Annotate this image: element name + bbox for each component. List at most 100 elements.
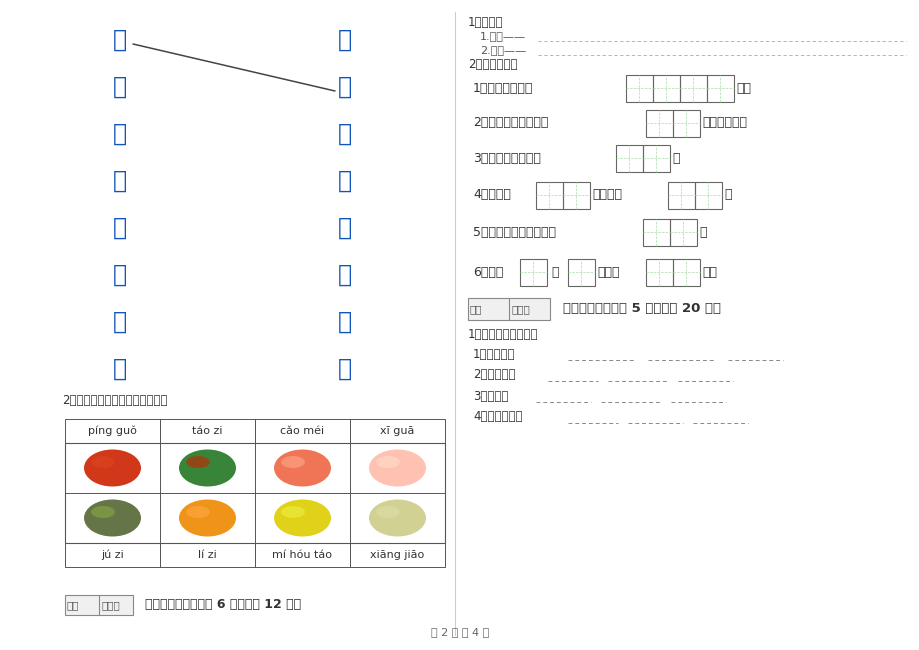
Text: 五、补充句子（每题 6 分，共计 12 分）: 五、补充句子（每题 6 分，共计 12 分） [145,599,301,612]
Bar [645,109,673,136]
Text: 。: 。 [698,226,706,239]
Text: 秋: 秋 [550,265,558,278]
Text: 2、飞来飞去: 2、飞来飞去 [472,369,515,382]
Text: 右: 右 [337,310,352,334]
Ellipse shape [274,450,331,486]
Ellipse shape [376,506,400,518]
Text: 家: 家 [337,75,352,99]
Ellipse shape [91,456,115,468]
Bar [349,543,445,567]
Text: 。: 。 [671,151,679,164]
Ellipse shape [274,499,331,536]
Text: 草: 草 [337,122,352,146]
Bar [673,259,699,285]
Ellipse shape [84,450,141,486]
Text: 水: 水 [113,169,127,193]
Bar [669,218,697,246]
Text: 雨: 雨 [337,357,352,381]
Text: 弟: 弟 [113,216,127,240]
Ellipse shape [186,506,210,518]
Bar [652,75,679,101]
Text: 得分: 得分 [67,600,79,610]
Ellipse shape [369,450,425,486]
Text: 评卷人: 评卷人 [102,600,120,610]
Ellipse shape [281,456,304,468]
Text: lí zi: lí zi [198,550,217,560]
Text: 4、一个又一个: 4、一个又一个 [472,411,522,424]
Text: 1.骄傲——: 1.骄傲—— [480,31,526,41]
Bar [679,75,706,101]
Text: 左: 左 [113,357,127,381]
Bar [642,144,669,172]
Bar [255,543,349,567]
Text: 爸: 爸 [337,28,352,52]
Text: 白: 白 [113,310,127,334]
Bar [65,595,133,615]
Bar [255,419,349,443]
Ellipse shape [84,499,141,536]
Bar [562,181,589,209]
Text: 大: 大 [113,28,127,52]
Text: 3、千里之行，始于: 3、千里之行，始于 [472,151,540,164]
Text: mí hóu táo: mí hóu táo [272,550,332,560]
Text: 1、造句：: 1、造句： [468,16,503,29]
Text: 6、解落: 6、解落 [472,265,503,278]
Bar [625,75,652,101]
Bar [694,181,721,209]
Bar [65,543,160,567]
Text: 2、一年之计在于春，: 2、一年之计在于春， [472,116,548,129]
Text: 1、干干净净: 1、干干净净 [472,348,515,361]
Text: 3、长长的: 3、长长的 [472,389,508,402]
Text: xiāng jiāo: xiāng jiāo [370,550,425,560]
Ellipse shape [369,499,425,536]
Text: 。: 。 [723,188,731,202]
Text: 牛: 牛 [337,216,352,240]
Text: 2、日积月累。: 2、日积月累。 [468,58,517,72]
Text: ，能开: ，能开 [596,265,618,278]
Ellipse shape [179,450,236,486]
Text: 之计在于晨。: 之计在于晨。 [701,116,746,129]
Text: 4、小鸡画: 4、小鸡画 [472,188,510,202]
Text: 爸: 爸 [113,122,127,146]
Bar [673,109,699,136]
Bar [667,181,694,209]
Text: 花: 花 [113,75,127,99]
Text: cǎo méi: cǎo méi [280,426,324,436]
Text: 1、春去花还在，: 1、春去花还在， [472,81,533,94]
Text: 2、我会连一连，给水果找名字。: 2、我会连一连，给水果找名字。 [62,395,167,408]
Ellipse shape [179,499,236,536]
Text: 评卷人: 评卷人 [512,304,530,314]
Text: jú zi: jú zi [101,550,124,560]
Ellipse shape [186,456,210,468]
Text: 2.勤劳——: 2.勤劳—— [480,45,526,55]
Ellipse shape [376,456,400,468]
Bar [706,75,733,101]
Text: ，小马画: ，小马画 [591,188,621,202]
Text: 风: 风 [113,263,127,287]
Bar [645,259,673,285]
Bar [160,419,255,443]
Text: xī guā: xī guā [380,426,414,436]
Bar [468,298,550,320]
Bar [642,218,669,246]
Ellipse shape [281,506,304,518]
Text: píng guǒ: píng guǒ [88,426,137,436]
Text: 弟: 弟 [337,169,352,193]
Text: táo zi: táo zi [192,426,222,436]
Bar [65,443,445,543]
Bar [567,259,595,285]
Text: 花。: 花。 [701,265,716,278]
Text: 1、照样子，写词语。: 1、照样子，写词语。 [468,328,538,341]
Bar [519,259,547,285]
Bar [65,419,160,443]
Bar [536,181,562,209]
Text: 5、锄禾日当午，汗滴禾: 5、锄禾日当午，汗滴禾 [472,226,555,239]
Ellipse shape [91,506,115,518]
Text: 惊。: 惊。 [735,81,750,94]
Text: 得分: 得分 [470,304,482,314]
Text: 鹅: 鹅 [337,263,352,287]
Text: 六、综合题（每题 5 分，共计 20 分）: 六、综合题（每题 5 分，共计 20 分） [562,302,720,315]
Bar [616,144,642,172]
Bar [349,419,445,443]
Bar [160,543,255,567]
